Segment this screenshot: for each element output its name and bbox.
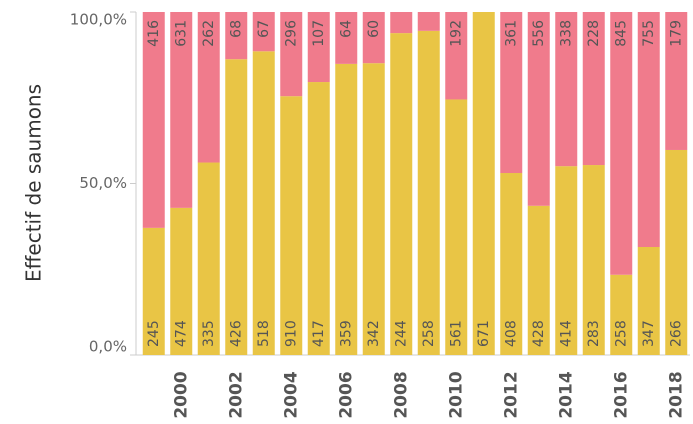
data-label: 416 xyxy=(146,20,162,47)
bar-segment xyxy=(417,12,440,31)
x-tick-label: 2010 xyxy=(446,371,466,418)
bar-segment xyxy=(527,205,550,355)
bar-segment xyxy=(445,12,468,100)
bar-segment xyxy=(665,12,688,150)
y-tick-label: 100,0% xyxy=(70,11,127,29)
y-axis-title: Effectif de saumons xyxy=(22,84,46,282)
data-label: 192 xyxy=(448,20,464,47)
data-label: 556 xyxy=(531,20,547,47)
data-label: 359 xyxy=(338,320,354,347)
bar-segment xyxy=(445,99,468,356)
bar-segment xyxy=(197,12,220,163)
data-label: 361 xyxy=(503,20,519,47)
bar-segment xyxy=(665,149,688,355)
x-tick-label: 2004 xyxy=(281,371,301,418)
x-tick-label: 2012 xyxy=(501,371,521,418)
data-label: 347 xyxy=(641,320,657,347)
data-label: 561 xyxy=(448,320,464,347)
bar-segment xyxy=(500,173,523,355)
data-label: 335 xyxy=(201,320,217,347)
bar-segment xyxy=(527,12,550,206)
x-tick-label: 2016 xyxy=(611,371,631,418)
data-label: 258 xyxy=(421,320,437,347)
bar-segment xyxy=(637,246,660,355)
data-label: 338 xyxy=(558,20,574,47)
bar-segment xyxy=(280,12,303,97)
data-label: 67 xyxy=(256,20,272,38)
bar-segment xyxy=(362,12,385,64)
data-label: 417 xyxy=(311,320,327,347)
data-label: 845 xyxy=(613,20,629,47)
bar-segment xyxy=(610,274,633,355)
bar-segment xyxy=(335,63,358,355)
bar-segment xyxy=(142,12,165,228)
bar-segment xyxy=(307,12,330,83)
bar-segment xyxy=(170,12,193,208)
bar-segment xyxy=(555,166,578,355)
data-label: 755 xyxy=(641,20,657,47)
y-tick-label: 0,0% xyxy=(89,338,127,356)
y-tick-label: 50,0% xyxy=(79,174,127,192)
bar-segment xyxy=(252,51,275,356)
bar-segment xyxy=(197,162,220,355)
bar-segment xyxy=(390,12,413,34)
x-tick-label: 2014 xyxy=(556,371,576,418)
data-label: 228 xyxy=(586,20,602,47)
bar-segment xyxy=(500,12,523,174)
data-label: 245 xyxy=(146,320,162,347)
data-label: 258 xyxy=(613,320,629,347)
data-label: 262 xyxy=(201,20,217,47)
data-label: 64 xyxy=(338,20,354,38)
data-label: 910 xyxy=(283,320,299,347)
data-label: 107 xyxy=(311,20,327,47)
data-label: 408 xyxy=(503,320,519,347)
bar-segment xyxy=(390,33,413,355)
data-label: 671 xyxy=(476,320,492,347)
bar-segment xyxy=(362,63,385,355)
bar-segment xyxy=(637,12,660,247)
bar-segment xyxy=(610,12,633,275)
data-label: 474 xyxy=(173,320,189,347)
bar-segment xyxy=(472,12,495,355)
bar-segment xyxy=(280,96,303,356)
data-label: 68 xyxy=(228,20,244,38)
bar-segment xyxy=(582,165,605,355)
data-label: 179 xyxy=(668,20,684,47)
data-label: 414 xyxy=(558,320,574,347)
data-label: 631 xyxy=(173,20,189,47)
data-label: 283 xyxy=(586,320,602,347)
bar-segment xyxy=(225,59,248,356)
data-label: 296 xyxy=(283,20,299,47)
data-label: 244 xyxy=(393,320,409,347)
bar-segment xyxy=(142,227,165,355)
x-tick-label: 2018 xyxy=(666,371,686,418)
x-tick-label: 2002 xyxy=(226,371,246,418)
bar-segment xyxy=(582,12,605,166)
data-label: 60 xyxy=(366,20,382,38)
bar-segment xyxy=(335,12,358,64)
bar-segment xyxy=(225,12,248,60)
data-label: 426 xyxy=(228,320,244,347)
data-label: 342 xyxy=(366,320,382,347)
data-label: 266 xyxy=(668,320,684,347)
bar-segment xyxy=(555,12,578,167)
bar-segment xyxy=(170,207,193,355)
x-tick-label: 2000 xyxy=(171,371,191,418)
x-tick-label: 2008 xyxy=(391,371,411,418)
x-tick-label: 2006 xyxy=(336,371,356,418)
data-label: 518 xyxy=(256,320,272,347)
bar-segment xyxy=(252,12,275,52)
data-label: 428 xyxy=(531,320,547,347)
bar-segment xyxy=(307,82,330,356)
bar-segment xyxy=(417,30,440,355)
